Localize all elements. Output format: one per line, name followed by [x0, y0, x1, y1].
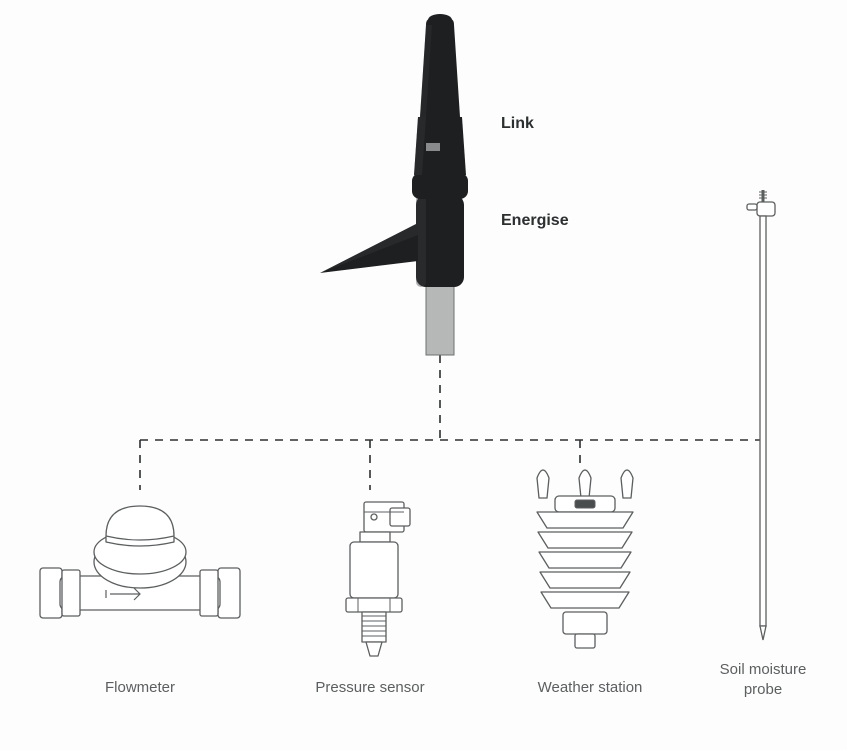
soil1-label: Soil moisture: [720, 661, 807, 678]
hub-device-icon: [320, 14, 468, 355]
soil-probe-icon: [747, 190, 775, 640]
soil2-label: probe: [744, 681, 782, 698]
link-label: Link: [501, 115, 534, 132]
flowmeter-label: Flowmeter: [105, 679, 175, 696]
pressure-sensor-icon: [346, 502, 410, 656]
weather-station-icon: [537, 470, 633, 648]
flowmeter-icon: [40, 506, 240, 618]
energise-label: Energise: [501, 212, 569, 229]
pressure-label: Pressure sensor: [315, 679, 424, 696]
connector-lines: [140, 355, 763, 490]
weather-label: Weather station: [538, 679, 643, 696]
